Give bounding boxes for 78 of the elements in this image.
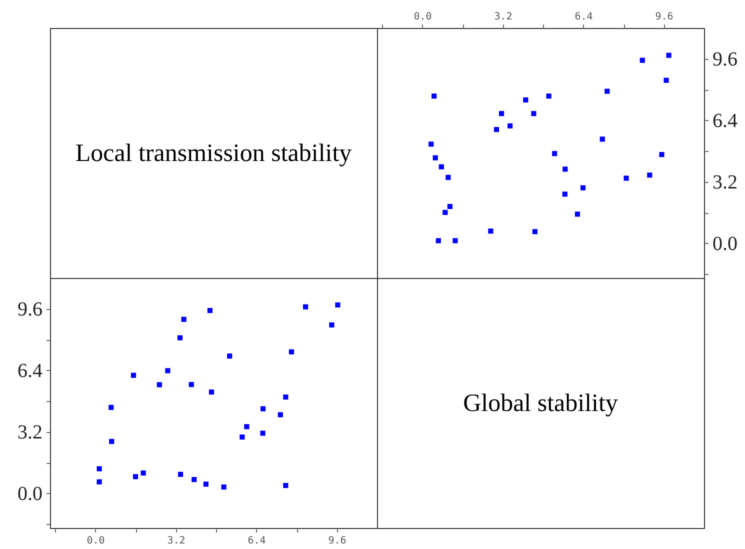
point [447, 204, 452, 210]
point [624, 176, 629, 181]
point [178, 472, 184, 477]
point [640, 58, 645, 63]
point [260, 406, 266, 412]
point [523, 97, 528, 102]
point [132, 474, 138, 480]
point [580, 185, 586, 190]
point [335, 302, 340, 308]
point [600, 136, 605, 142]
point [552, 151, 558, 156]
y-tick-label: 0.0 [712, 232, 738, 255]
point [532, 229, 538, 234]
point [498, 111, 504, 116]
point [244, 424, 250, 430]
point [647, 172, 652, 178]
y-tick-label: 3.2 [18, 421, 42, 444]
point [240, 434, 245, 440]
point [494, 126, 500, 132]
x-tick-label: 9.6 [655, 12, 674, 22]
y-tick-label: 6.4 [18, 360, 42, 382]
point [508, 123, 513, 128]
point [188, 382, 194, 388]
point [181, 316, 186, 322]
x-tick-label: 9.6 [328, 536, 346, 546]
point [208, 389, 214, 395]
point [108, 404, 114, 410]
y-tick-label: 9.6 [712, 48, 738, 70]
point [96, 466, 102, 472]
point [452, 238, 458, 244]
point [156, 382, 162, 388]
x-tick-label: 3.2 [494, 12, 512, 22]
point [177, 335, 183, 340]
y-tick-label: 9.6 [18, 298, 42, 320]
y-tick-label: 6.4 [712, 110, 738, 132]
point [446, 174, 451, 180]
point [96, 479, 102, 484]
point [130, 372, 136, 378]
point [288, 349, 294, 354]
point [442, 210, 448, 215]
point [488, 228, 494, 234]
point [432, 94, 437, 99]
point [140, 470, 146, 476]
point [562, 192, 568, 197]
point [604, 88, 610, 94]
text: Global stability [463, 390, 618, 417]
x-tick-label: 0.0 [414, 12, 432, 22]
y-tick-label: 3.2 [712, 171, 738, 194]
point [303, 304, 308, 310]
x-tick-label: 6.4 [574, 12, 593, 22]
point [531, 111, 536, 116]
point [659, 152, 664, 158]
point [260, 430, 266, 436]
point [428, 142, 434, 147]
point [664, 78, 669, 83]
x-tick-label: 3.2 [167, 536, 186, 546]
point [192, 476, 197, 482]
point [165, 368, 170, 374]
point [546, 94, 552, 99]
point [666, 52, 672, 58]
x-tick-label: 6.4 [248, 536, 266, 546]
point [221, 484, 226, 490]
point [329, 322, 334, 328]
y-tick-label: 0.0 [18, 482, 42, 505]
x-tick-label: 0.0 [86, 536, 105, 546]
point [436, 238, 441, 244]
point [562, 166, 568, 172]
point [227, 354, 232, 359]
point [278, 412, 283, 418]
point [432, 155, 438, 160]
point [207, 308, 213, 314]
point [109, 438, 114, 444]
text: Local transmission stability [75, 140, 352, 167]
point [283, 482, 288, 488]
point [283, 394, 288, 400]
point [438, 164, 444, 170]
point [574, 212, 580, 217]
point [203, 482, 209, 487]
